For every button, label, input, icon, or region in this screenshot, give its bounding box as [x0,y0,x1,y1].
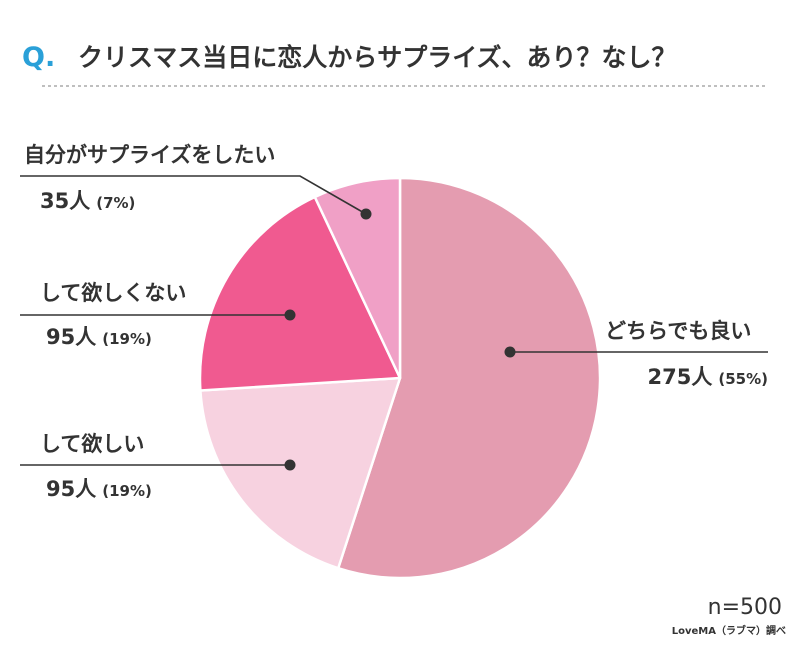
sample-size: n=500 [708,595,782,620]
source-credit: LoveMA（ラブマ）調べ [672,624,786,637]
slice-count-2: 95人 [46,477,96,501]
pie-slice-3 [198,195,402,392]
leader-dot-4 [360,208,372,220]
leader-lines [20,175,768,471]
slice-label-1: どちらでも良い [605,319,751,343]
chart-title: クリスマス当日に恋人からサプライズ、あり？なし？ [78,43,677,72]
slice-count-3: 95人 [46,325,96,349]
pie-slices [198,176,602,580]
slice-percent-2: (19%) [102,482,152,500]
slice-value-4: 35人 (7%) [40,189,135,213]
pie-slice-2 [199,376,402,570]
slice-label-2: して欲しい [40,432,144,456]
leader-dot-1 [504,346,516,358]
question-mark-q: Q. [22,42,55,73]
leader-dot-3 [284,309,296,321]
slice-value-2: 95人 (19%) [46,477,152,501]
slice-labels: どちらでも良い 275人 (55%) して欲しい 95人 (19%) して欲しくない 95人 (… [24,143,768,501]
slice-count-4: 35人 [40,189,90,213]
slice-percent-1: (55%) [718,370,768,388]
slice-count-1: 275人 [648,365,713,389]
pie-slice-1 [336,176,602,580]
leader-dot-2 [284,459,296,471]
slice-value-1: 275人 (55%) [648,365,768,389]
pie-slice-4 [313,176,402,380]
slice-percent-3: (19%) [102,330,152,348]
slice-label-3: して欲しくない [40,281,186,305]
slice-percent-4: (7%) [96,194,135,212]
slice-label-4: 自分がサプライズをしたい [24,143,275,167]
leader-line-4 [20,175,367,215]
slice-value-3: 95人 (19%) [46,325,152,349]
